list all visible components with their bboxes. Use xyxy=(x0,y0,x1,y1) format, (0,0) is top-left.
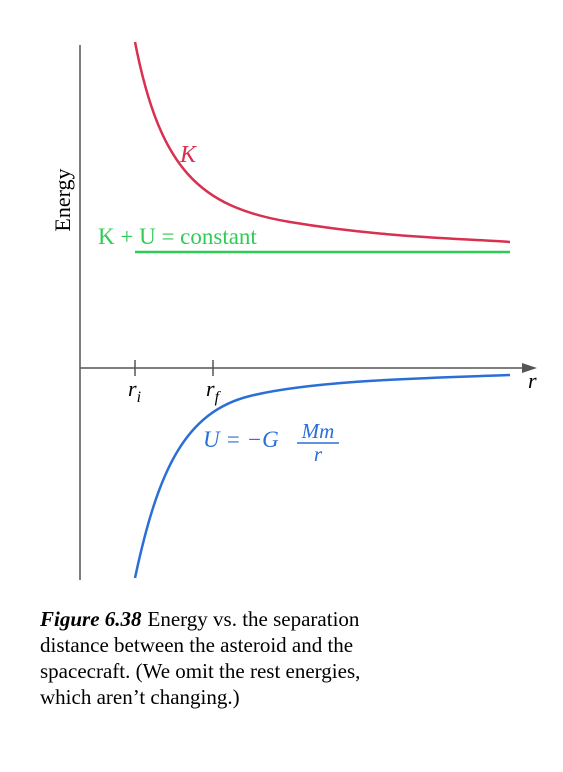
y-axis-label: Energy xyxy=(50,168,75,231)
tick-symbol: r xyxy=(206,376,215,401)
tick-label: ri xyxy=(128,376,141,406)
caption-line: Figure 6.38 Energy vs. the separation xyxy=(39,607,360,631)
tick-subscript: i xyxy=(137,389,141,406)
caption-text: Energy vs. the separation xyxy=(148,607,360,631)
fraction-numerator: Mm xyxy=(301,419,335,443)
fraction-denominator: r xyxy=(314,442,323,466)
caption-line: spacecraft. (We omit the rest energies, xyxy=(40,659,360,683)
tick-label: rf xyxy=(206,376,222,406)
x-axis-label: r xyxy=(528,368,537,393)
potential-label: U = −G xyxy=(203,427,279,452)
potential-curve xyxy=(133,373,511,579)
kinetic-curve xyxy=(133,41,511,244)
total-label: K + U = constant xyxy=(98,224,257,249)
caption-line: which aren’t changing.) xyxy=(40,685,240,709)
caption-number: Figure 6.38 xyxy=(39,607,142,631)
tick-subscript: f xyxy=(215,389,222,406)
caption-line: distance between the asteroid and the xyxy=(40,633,353,657)
x-axis-arrow xyxy=(522,363,537,373)
kinetic-label: K xyxy=(179,142,198,168)
tick-symbol: r xyxy=(128,376,137,401)
